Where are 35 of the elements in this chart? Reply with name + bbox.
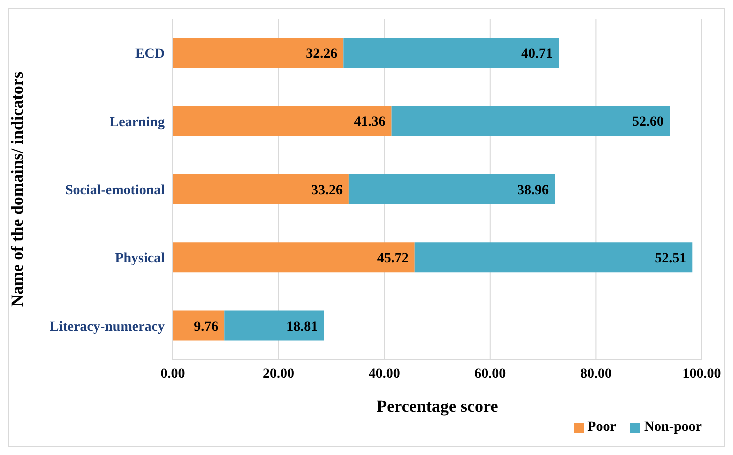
y-tick-label: Social-emotional: [65, 183, 166, 198]
data-label: 45.72: [377, 252, 409, 267]
legend-label: Poor: [586, 420, 616, 436]
x-tick-label: 40.00: [368, 366, 400, 382]
bar: [348, 174, 556, 204]
data-label: 38.96: [518, 183, 550, 198]
x-tick-label: 80.00: [580, 366, 612, 382]
x-axis-title: Percentage score: [376, 397, 499, 416]
bar: [173, 106, 392, 136]
data-label: 52.51: [655, 252, 687, 267]
bar: [173, 310, 225, 341]
bar: [414, 242, 693, 273]
bar: [173, 174, 349, 204]
data-label: 52.60: [632, 115, 664, 130]
x-tick-label: 100.00: [682, 366, 722, 382]
data-label: 41.36: [354, 115, 386, 130]
y-tick-label: Learning: [110, 115, 165, 130]
x-tick-label: 20.00: [263, 366, 295, 382]
data-label: 40.71: [522, 47, 554, 62]
bar: [173, 38, 344, 68]
y-tick-label: ECD: [135, 47, 165, 62]
data-label: 32.26: [306, 47, 338, 62]
data-label: 33.26: [311, 183, 343, 198]
y-axis-title: Name of the domains/ indicators: [8, 72, 28, 308]
bar: [344, 38, 560, 68]
bar: [173, 242, 415, 273]
y-tick-label: Literacy-numeracy: [50, 320, 165, 335]
y-tick-label: Physical: [115, 252, 166, 267]
x-tick-label: 60.00: [474, 366, 506, 382]
x-tick-label: 0.00: [160, 366, 186, 382]
data-label: 18.81: [286, 320, 318, 335]
legend-label: Non-poor: [643, 420, 702, 436]
bar: [224, 310, 324, 341]
data-label: 9.76: [194, 320, 219, 335]
bar: [392, 106, 670, 136]
